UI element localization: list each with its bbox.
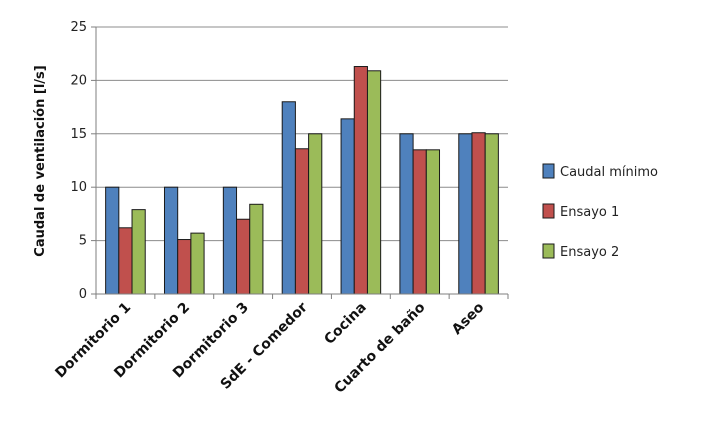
bar-1 — [340, 118, 355, 295]
legend-label: Ensayo 1 — [560, 205, 619, 220]
bar-1 — [163, 186, 179, 295]
legend-label: Ensayo 2 — [560, 245, 619, 260]
bar-2 — [294, 148, 310, 295]
bar-3 — [249, 203, 264, 295]
legend-swatch — [542, 243, 555, 259]
legend-swatch — [542, 203, 555, 219]
y-tick-label: 5 — [79, 234, 87, 249]
legend-label: Caudal mínimo — [560, 165, 658, 180]
legend-swatch — [542, 163, 555, 179]
bar-1 — [399, 133, 414, 295]
y-tick-label: 25 — [70, 20, 87, 35]
bar-2 — [471, 132, 486, 295]
bar-2 — [353, 66, 368, 295]
bar-3 — [308, 133, 323, 295]
legend: Caudal mínimo Ensayo 1 Ensayo 2 — [542, 163, 658, 260]
y-tick-label: 20 — [70, 73, 87, 88]
bar-1 — [458, 133, 473, 295]
bar-1 — [105, 186, 120, 295]
y-tick-labels: 0 5 10 15 20 25 — [70, 20, 96, 302]
bar-2 — [177, 239, 192, 295]
bar-3 — [425, 149, 441, 295]
y-tick-label: 0 — [79, 287, 87, 302]
bar-3 — [366, 70, 382, 295]
y-axis-title: Caudal de ventilación [l/s] — [33, 65, 48, 256]
axes — [95, 27, 509, 299]
bar-2 — [118, 227, 133, 295]
bar-2 — [412, 149, 427, 295]
bar-1 — [281, 101, 296, 295]
bar-3 — [484, 133, 499, 295]
bar-1 — [222, 186, 238, 295]
x-category-label: Cocina — [321, 300, 369, 348]
y-tick-label: 15 — [70, 127, 87, 142]
y-tick-label: 10 — [70, 180, 87, 195]
bars — [105, 66, 499, 295]
bar-3 — [131, 209, 146, 295]
x-category-label: Aseo — [449, 299, 488, 338]
bar-2 — [236, 218, 251, 295]
bar-3 — [190, 232, 205, 295]
